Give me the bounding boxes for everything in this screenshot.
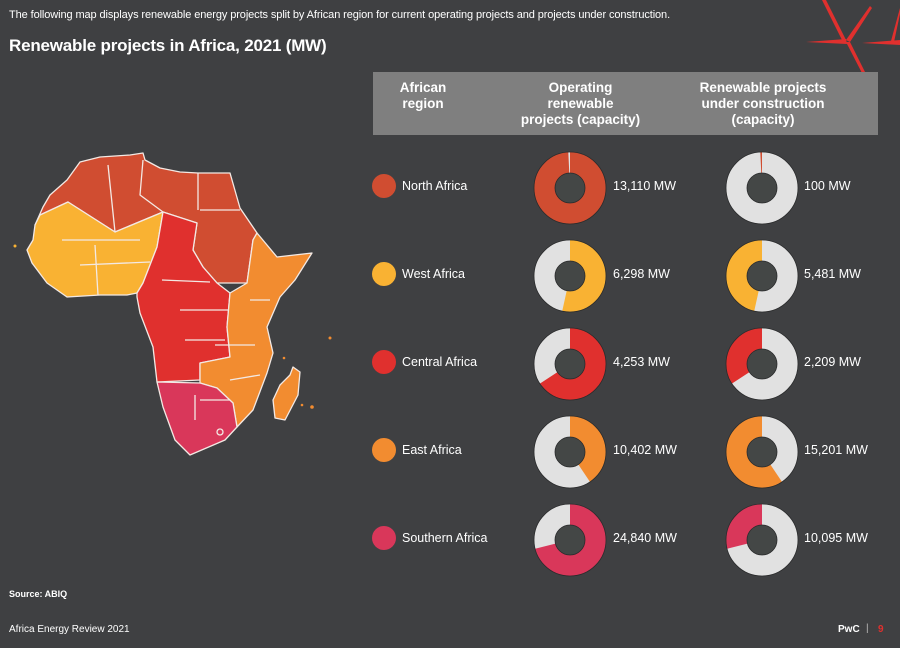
donut-outline (533, 503, 607, 577)
region-row: West Africa 6,298 MW 5,481 MW (372, 234, 882, 314)
donut-hole (554, 172, 586, 204)
region-row: East Africa 10,402 MW 15,201 MW (372, 410, 882, 490)
donut-outline (725, 327, 799, 401)
region-name: North Africa (402, 179, 468, 193)
legend-color-dot (372, 526, 396, 550)
legend-color-dot (372, 438, 396, 462)
map-cape-verde (13, 244, 17, 248)
donut-hole (746, 436, 778, 468)
construction-capacity-label: 2,209 MW (804, 355, 861, 369)
map-lesotho (216, 428, 224, 436)
donut-outline (533, 415, 607, 489)
map-mauritius (310, 405, 314, 409)
legend-color-dot (372, 262, 396, 286)
map-comoros (282, 356, 286, 360)
map-country-borders (62, 159, 270, 420)
operating-capacity-label: 10,402 MW (613, 443, 677, 457)
operating-capacity-label: 13,110 MW (613, 179, 676, 193)
africa-map (13, 152, 332, 456)
construction-donut (725, 327, 799, 401)
construction-donut (725, 503, 799, 577)
donut-value-slice (726, 240, 762, 312)
donut-value-slice (726, 416, 782, 488)
donut-value-slice (760, 152, 762, 174)
column-header-region: African region (399, 80, 447, 111)
donut-value-slice (535, 504, 606, 576)
donut-hole (746, 524, 778, 556)
map-seychelles (328, 336, 332, 340)
donut-hole (554, 260, 586, 292)
publication-title: Africa Energy Review 2021 (9, 624, 130, 635)
construction-capacity-label: 5,481 MW (804, 267, 861, 281)
donut-outline (725, 151, 799, 225)
decorative-turbine-logo (806, 0, 900, 75)
region-row: Southern Africa 24,840 MW 10,095 MW (372, 498, 882, 578)
map-region-east-africa (199, 232, 313, 428)
legend-color-dot (372, 174, 396, 198)
construction-capacity-label: 15,201 MW (804, 443, 868, 457)
intro-text: The following map displays renewable ene… (9, 9, 671, 21)
donut-outline (725, 415, 799, 489)
donut-hole (554, 348, 586, 380)
operating-donut (533, 415, 607, 489)
region-name: Southern Africa (402, 531, 488, 545)
donut-value-slice (726, 504, 762, 549)
donut-value-slice (570, 416, 606, 482)
donut-hole (554, 524, 586, 556)
region-name: Central Africa (402, 355, 478, 369)
operating-donut (533, 151, 607, 225)
construction-donut (725, 415, 799, 489)
region-name: West Africa (402, 267, 465, 281)
donut-outline (533, 239, 607, 313)
region-name: East Africa (402, 443, 462, 457)
map-madagascar (272, 366, 301, 421)
donut-hole (746, 348, 778, 380)
donut-value-slice (539, 328, 606, 400)
source-note: Source: ABIQ (9, 589, 68, 599)
operating-capacity-label: 4,253 MW (613, 355, 670, 369)
operating-donut (533, 239, 607, 313)
donut-value-slice (534, 152, 606, 224)
donut-hole (554, 436, 586, 468)
brand-label: PwC (838, 624, 860, 635)
donut-hole (746, 172, 778, 204)
operating-capacity-label: 6,298 MW (613, 267, 670, 281)
donut-hole (746, 260, 778, 292)
operating-capacity-label: 24,840 MW (613, 531, 677, 545)
donut-outline (533, 151, 607, 225)
donut-outline (725, 503, 799, 577)
operating-donut (533, 503, 607, 577)
region-row: North Africa 13,110 MW 100 MW (372, 146, 882, 226)
construction-capacity-label: 10,095 MW (804, 531, 868, 545)
donut-outline (725, 239, 799, 313)
footer-separator: | (866, 623, 869, 634)
operating-donut (533, 327, 607, 401)
column-header-construction: Renewable projects under construction (c… (699, 80, 827, 127)
construction-donut (725, 239, 799, 313)
donut-value-slice (726, 328, 762, 384)
donut-outline (533, 327, 607, 401)
table-header: African region Operating renewable proje… (373, 72, 878, 135)
region-row: Central Africa 4,253 MW 2,209 MW (372, 322, 882, 402)
column-header-operating: Operating renewable projects (capacity) (520, 80, 641, 127)
donut-value-slice (562, 240, 606, 312)
construction-capacity-label: 100 MW (804, 179, 851, 193)
map-reunion (300, 403, 304, 407)
page-number: 9 (878, 624, 884, 635)
legend-color-dot (372, 350, 396, 374)
chart-title: Renewable projects in Africa, 2021 (MW) (9, 36, 327, 55)
construction-donut (725, 151, 799, 225)
